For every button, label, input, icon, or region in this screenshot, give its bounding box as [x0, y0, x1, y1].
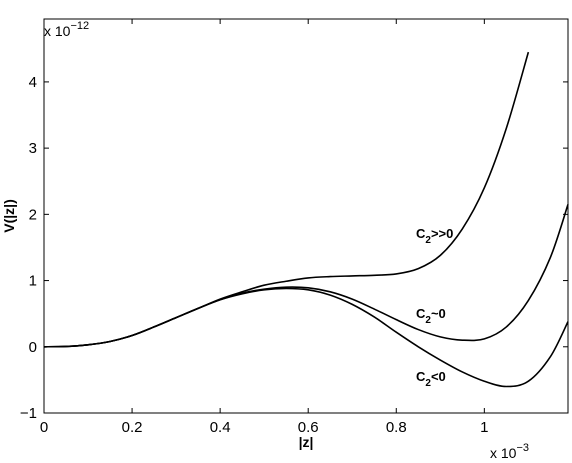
x-tick-label: 0.4: [210, 419, 231, 436]
y-axis-title: V(|z|): [1, 199, 17, 233]
curves: [43, 51, 569, 388]
x-tick-label: 0.2: [122, 419, 143, 436]
plot-frame: [43, 18, 569, 414]
curve-label-c2-much-greater-than-zero: C2>>0: [416, 226, 453, 246]
curve-label-c2-approx-zero: C2~0: [416, 306, 446, 326]
y-tick-label: 0: [29, 339, 37, 356]
x-tick-label: 0.8: [386, 419, 407, 436]
curve-c2-much-greater-than-zero: [43, 51, 530, 348]
x-axis-title: |z|: [299, 434, 314, 450]
y-tick-label: 1: [29, 273, 37, 290]
x-tick-label: 1: [480, 419, 488, 436]
labels: x 10−12 x 10−3 |z| V(|z|) C2>>0 C2~0 C2<0: [1, 20, 529, 461]
y-tick-label: 2: [29, 206, 37, 223]
y-multiplier-label: x 10−12: [44, 20, 89, 39]
curve-label-c2-less-than-zero: C2<0: [416, 369, 446, 389]
y-tick-label: −1: [20, 405, 37, 422]
x-tick-label: 0.6: [298, 419, 319, 436]
curve-c2-approx-zero: [43, 204, 569, 348]
x-tick-label: 0: [40, 419, 48, 436]
curve-c2-less-than-zero: [43, 287, 569, 388]
y-tick-label: 4: [29, 74, 37, 91]
x-multiplier-label: x 10−3: [490, 442, 529, 461]
y-tick-label: 3: [29, 140, 37, 157]
